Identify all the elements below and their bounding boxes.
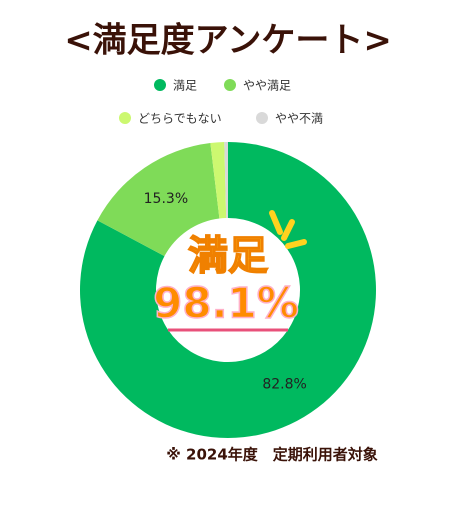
donut-slice	[97, 143, 220, 257]
legend-swatch	[224, 79, 236, 91]
donut-slice	[79, 142, 376, 438]
chart-title: <満足度アンケート>	[64, 21, 392, 61]
center-label: 満足	[188, 233, 268, 279]
data-label: 82.8%	[262, 376, 306, 392]
legend-label: 満足	[173, 79, 197, 93]
legend-swatch	[256, 112, 268, 124]
data-label: 15.3%	[144, 191, 188, 207]
legend-label: やや満足	[243, 79, 291, 93]
legend-label: どちらでもない	[138, 112, 222, 126]
center-value: 98.1%	[153, 279, 299, 328]
donut-slice	[210, 142, 227, 219]
legend-swatch	[119, 112, 131, 124]
footnote: ※ 2024年度 定期利用者対象	[166, 446, 378, 464]
legend-swatch	[154, 79, 166, 91]
burst	[269, 210, 307, 249]
donut: 82.8% 15.3%	[79, 142, 376, 438]
donut-slice	[224, 142, 228, 219]
legend-label: やや不満	[275, 112, 323, 126]
